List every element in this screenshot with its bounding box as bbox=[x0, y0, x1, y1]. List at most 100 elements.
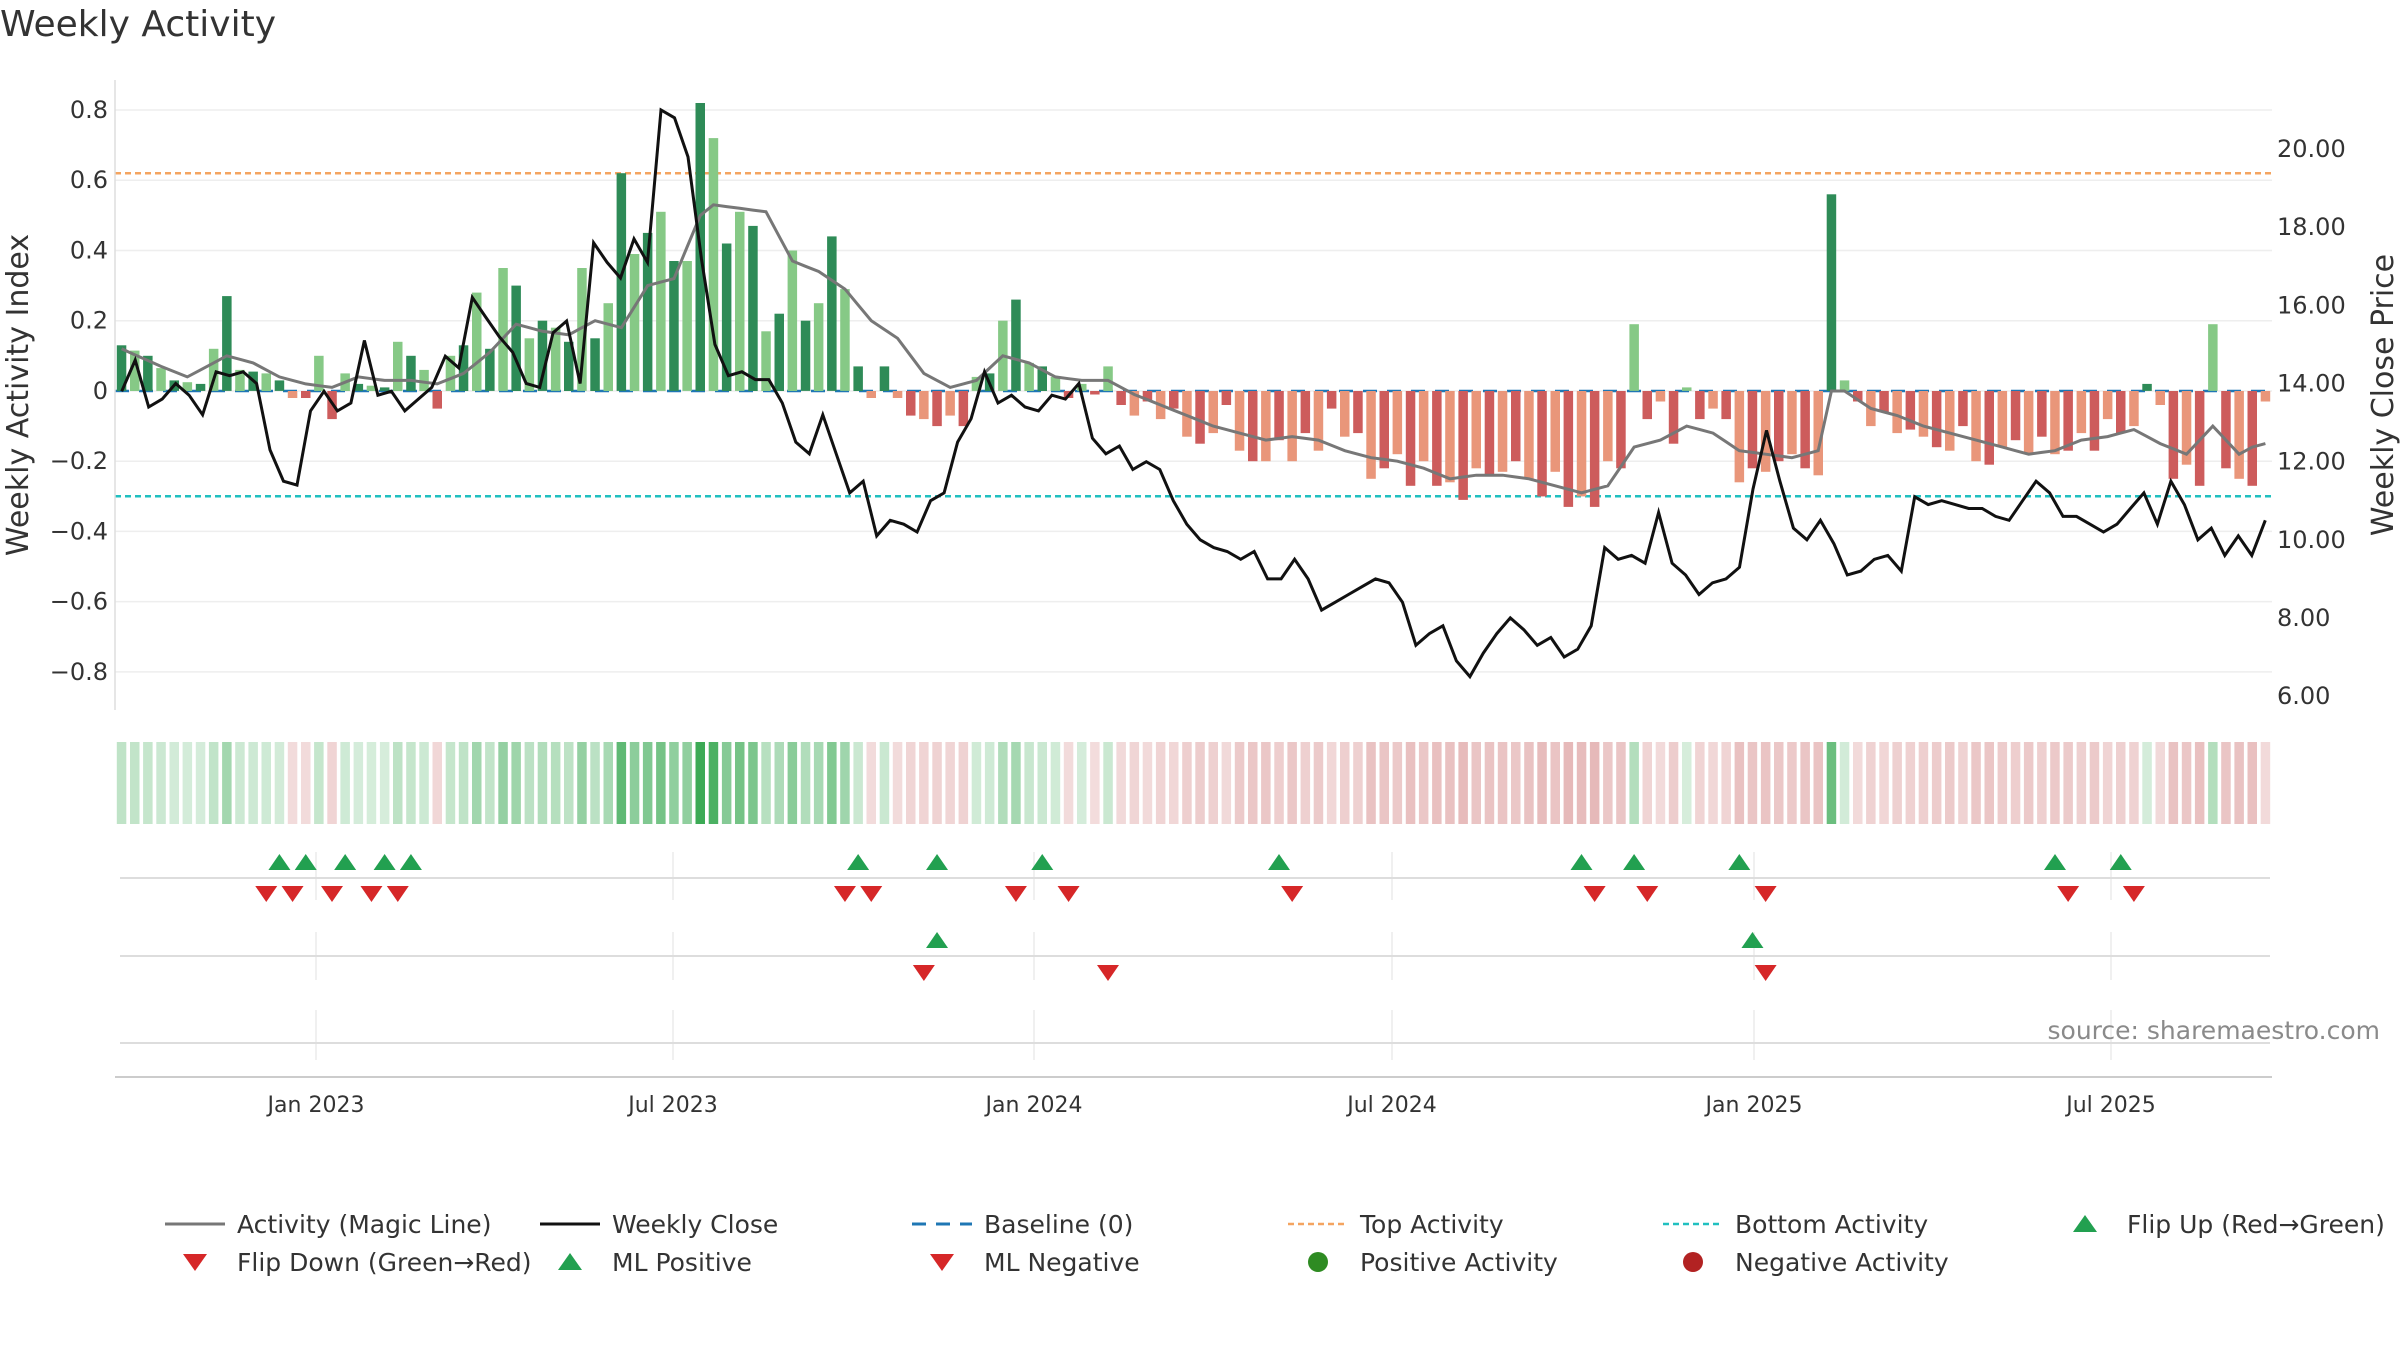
activity-bar bbox=[787, 250, 798, 391]
flip-up-marker bbox=[294, 854, 317, 870]
activity-bar bbox=[1787, 391, 1797, 455]
legend-swatch bbox=[1308, 1252, 1328, 1272]
activity-bar bbox=[1945, 391, 1955, 451]
activity-bar bbox=[906, 391, 916, 416]
activity-bar bbox=[2037, 391, 2047, 437]
activity-bar bbox=[853, 366, 863, 391]
heat-cell bbox=[906, 742, 916, 824]
heat-cell bbox=[2129, 742, 2139, 824]
legend-swatch bbox=[1683, 1252, 1703, 1272]
heat-cell bbox=[1787, 742, 1797, 824]
flip-up-marker bbox=[926, 854, 949, 870]
activity-bar bbox=[577, 268, 587, 391]
heat-cell bbox=[1116, 742, 1126, 824]
heat-cell bbox=[1379, 742, 1389, 824]
activity-bar bbox=[524, 338, 535, 391]
activity-bar bbox=[2102, 391, 2113, 420]
heat-cell bbox=[2142, 742, 2152, 824]
ml-negative-marker bbox=[912, 965, 935, 981]
activity-bar bbox=[1524, 391, 1534, 479]
heat-cell bbox=[1774, 742, 1784, 824]
heat-cell bbox=[813, 742, 824, 824]
heat-cell bbox=[1129, 742, 1140, 824]
activity-bar bbox=[1708, 391, 1718, 409]
heat-cell bbox=[1589, 742, 1600, 824]
activity-bar bbox=[1589, 391, 1600, 507]
activity-bar bbox=[2010, 391, 2021, 441]
activity-bar bbox=[261, 373, 271, 391]
flip-down-marker bbox=[860, 886, 883, 902]
activity-bar bbox=[1971, 391, 1981, 462]
activity-bar bbox=[813, 303, 824, 391]
heat-cell bbox=[1248, 742, 1258, 824]
legend-label: Baseline (0) bbox=[984, 1210, 1133, 1239]
heat-cell bbox=[301, 742, 311, 824]
heat-cell bbox=[379, 742, 390, 824]
right-tick-label: 12.00 bbox=[2277, 448, 2346, 476]
activity-bar bbox=[2063, 391, 2073, 451]
heat-cell bbox=[498, 742, 508, 824]
heat-cell bbox=[2023, 742, 2034, 824]
activity-bar bbox=[1997, 391, 2008, 448]
activity-bar bbox=[2208, 324, 2218, 391]
heat-cell bbox=[1695, 742, 1705, 824]
activity-bar bbox=[1682, 387, 1692, 391]
heat-cell bbox=[2168, 742, 2179, 824]
heat-cell bbox=[1326, 742, 1337, 824]
legend-item: ML Negative bbox=[930, 1248, 1140, 1277]
left-tick-label: 0.8 bbox=[70, 96, 108, 124]
legend-swatch bbox=[558, 1253, 582, 1270]
heat-cell bbox=[761, 742, 771, 824]
heat-cell bbox=[1642, 742, 1652, 824]
activity-bar bbox=[748, 225, 758, 391]
heat-cell bbox=[1287, 742, 1297, 824]
activity-bar bbox=[919, 391, 929, 420]
right-tick-label: 6.00 bbox=[2277, 682, 2330, 710]
heat-cell bbox=[1392, 742, 1403, 824]
heat-cell bbox=[853, 742, 863, 824]
left-tick-label: 0 bbox=[93, 377, 108, 405]
right-tick-label: 8.00 bbox=[2277, 604, 2330, 632]
heat-cell bbox=[827, 742, 837, 824]
left-tick-label: 0.6 bbox=[70, 166, 108, 194]
heat-cell bbox=[1313, 742, 1324, 824]
heat-cell bbox=[1945, 742, 1955, 824]
heat-cell bbox=[2247, 742, 2257, 824]
legend-label: ML Negative bbox=[984, 1248, 1140, 1277]
activity-bar bbox=[682, 261, 692, 391]
activity-bar bbox=[235, 369, 245, 391]
activity-bar bbox=[1208, 391, 1218, 434]
flip-up-marker bbox=[1728, 854, 1751, 870]
heat-cell bbox=[1261, 742, 1271, 824]
legend-item: Positive Activity bbox=[1308, 1248, 1558, 1277]
heat-cell bbox=[984, 742, 995, 824]
heat-cell bbox=[1077, 742, 1087, 824]
legend-label: Flip Up (Red→Green) bbox=[2127, 1210, 2385, 1239]
heat-cell bbox=[1563, 742, 1574, 824]
heat-cell bbox=[1905, 742, 1916, 824]
activity-bar bbox=[511, 285, 521, 391]
activity-bar bbox=[1353, 391, 1363, 434]
legend-label: Activity (Magic Line) bbox=[237, 1210, 491, 1239]
heat-cell bbox=[774, 742, 784, 824]
heat-cell bbox=[511, 742, 521, 824]
heat-cell bbox=[682, 742, 692, 824]
activity-bar bbox=[669, 261, 679, 391]
activity-bar bbox=[1274, 391, 1284, 441]
activity-bar bbox=[1616, 391, 1626, 469]
activity-bar bbox=[1392, 391, 1403, 455]
chart-title: Weekly Activity bbox=[0, 4, 277, 45]
right-tick-label: 10.00 bbox=[2277, 526, 2346, 554]
activity-bar bbox=[1090, 391, 1100, 395]
activity-bar bbox=[2247, 391, 2257, 486]
ml-positive-marker bbox=[1741, 932, 1764, 948]
left-tick-label: 0.4 bbox=[70, 236, 108, 264]
activity-bar bbox=[1287, 391, 1297, 462]
flip-up-marker bbox=[1623, 854, 1646, 870]
heat-cell bbox=[314, 742, 324, 824]
activity-bar bbox=[2089, 391, 2100, 451]
heat-cell bbox=[1471, 742, 1481, 824]
activity-bar bbox=[432, 391, 442, 409]
activity-bar bbox=[2260, 391, 2271, 402]
